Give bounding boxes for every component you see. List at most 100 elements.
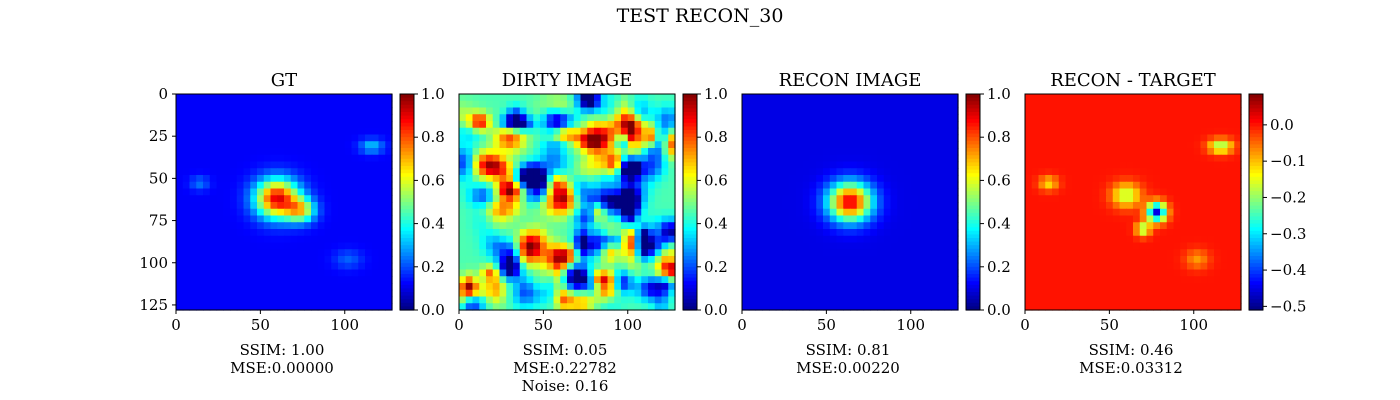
heatmap-cell (661, 188, 669, 196)
heatmap-cell (1234, 262, 1242, 271)
heatmap-image (176, 94, 393, 311)
heatmap-cell (492, 148, 501, 156)
heatmap-cell (486, 188, 494, 196)
heatmap-cell (560, 202, 568, 210)
heatmap-cell (937, 256, 946, 264)
heatmap-cell (1160, 215, 1168, 223)
colorbar-segment (400, 122, 414, 127)
heatmap-cell (209, 141, 218, 149)
heatmap-cell (1146, 154, 1154, 163)
heatmap-cell (250, 154, 258, 163)
heatmap-cell (904, 148, 912, 156)
heatmap-cell (230, 94, 238, 102)
heatmap-cell (1072, 235, 1080, 244)
heatmap-cell (1200, 249, 1208, 257)
heatmap-cell (856, 208, 865, 217)
heatmap-cell (1079, 289, 1087, 298)
heatmap-cell (1079, 141, 1087, 149)
heatmap-cell (621, 181, 629, 190)
heatmap-cell (465, 262, 474, 271)
heatmap-cell (284, 296, 292, 304)
heatmap-cell (1207, 127, 1215, 136)
heatmap-cell (385, 215, 393, 223)
heatmap-cell (540, 222, 548, 230)
heatmap-cell (479, 114, 487, 122)
heatmap-cell (782, 121, 790, 129)
heatmap-cell (621, 215, 629, 223)
heatmap-cell (769, 249, 777, 257)
heatmap-cell (897, 134, 905, 142)
heatmap-cell (843, 235, 851, 244)
heatmap-cell (823, 276, 831, 284)
heatmap-cell (1052, 202, 1060, 210)
heatmap-cell (351, 269, 359, 277)
heatmap-cell (937, 242, 946, 250)
heatmap-cell (661, 269, 669, 277)
heatmap-cell (365, 208, 373, 217)
heatmap-cell (223, 195, 231, 203)
heatmap-cell (378, 235, 386, 244)
heatmap-cell (1025, 161, 1033, 169)
heatmap-cell (250, 215, 258, 223)
heatmap-cell (1126, 202, 1134, 210)
heatmap-cell (223, 168, 231, 176)
heatmap-cell (870, 195, 878, 203)
heatmap-cell (654, 148, 663, 156)
heatmap-cell (540, 256, 548, 264)
heatmap-cell (1065, 296, 1073, 304)
heatmap-cell (182, 269, 191, 277)
heatmap-cell (1065, 215, 1073, 223)
heatmap-cell (823, 100, 831, 109)
heatmap-cell (371, 114, 380, 122)
heatmap-cell (1133, 114, 1141, 122)
heatmap-cell (196, 303, 204, 311)
heatmap-cell (1031, 256, 1040, 264)
heatmap-cell (553, 154, 561, 163)
colorbar-segment (400, 119, 414, 124)
heatmap-cell (1112, 283, 1121, 291)
heatmap-cell (378, 161, 386, 169)
heatmap-cell (223, 303, 231, 311)
heatmap-cell (1207, 235, 1215, 244)
heatmap-cell (297, 242, 305, 250)
heatmap-cell (479, 215, 487, 223)
heatmap-cell (1187, 114, 1195, 122)
heatmap-cell (917, 100, 925, 109)
colorbar-segment (683, 144, 697, 149)
heatmap-cell (371, 107, 380, 115)
heatmap-cell (607, 175, 615, 183)
heatmap-cell (1160, 269, 1168, 277)
heatmap-cell (311, 94, 319, 102)
colorbar-segment (683, 220, 697, 225)
heatmap-cell (1031, 215, 1040, 223)
heatmap-cell (641, 229, 649, 237)
heatmap-cell (344, 195, 353, 203)
heatmap-cell (742, 168, 750, 176)
heatmap-cell (924, 195, 932, 203)
heatmap-cell (1038, 262, 1046, 271)
heatmap-cell (594, 181, 602, 190)
heatmap-cell (931, 114, 939, 122)
heatmap-cell (762, 148, 770, 156)
heatmap-cell (654, 276, 663, 284)
heatmap-cell (829, 242, 838, 250)
heatmap-cell (1207, 154, 1215, 163)
colorbar-segment (400, 155, 414, 160)
heatmap-cell (533, 134, 541, 142)
heatmap-cell (600, 148, 609, 156)
heatmap-cell (1045, 195, 1053, 203)
heatmap-cell (782, 235, 790, 244)
heatmap-cell (499, 154, 507, 163)
heatmap-cell (533, 283, 541, 291)
heatmap-cell (742, 107, 750, 115)
heatmap-cell (802, 134, 811, 142)
colorbar-segment (1249, 166, 1263, 171)
heatmap-cell (877, 208, 885, 217)
heatmap-cell (499, 296, 507, 304)
heatmap-cell (1106, 303, 1114, 311)
heatmap-cell (1153, 229, 1161, 237)
heatmap-cell (796, 188, 804, 196)
colorbar-segment (966, 302, 980, 307)
heatmap-cell (1139, 242, 1148, 250)
heatmap-cell (931, 181, 939, 190)
